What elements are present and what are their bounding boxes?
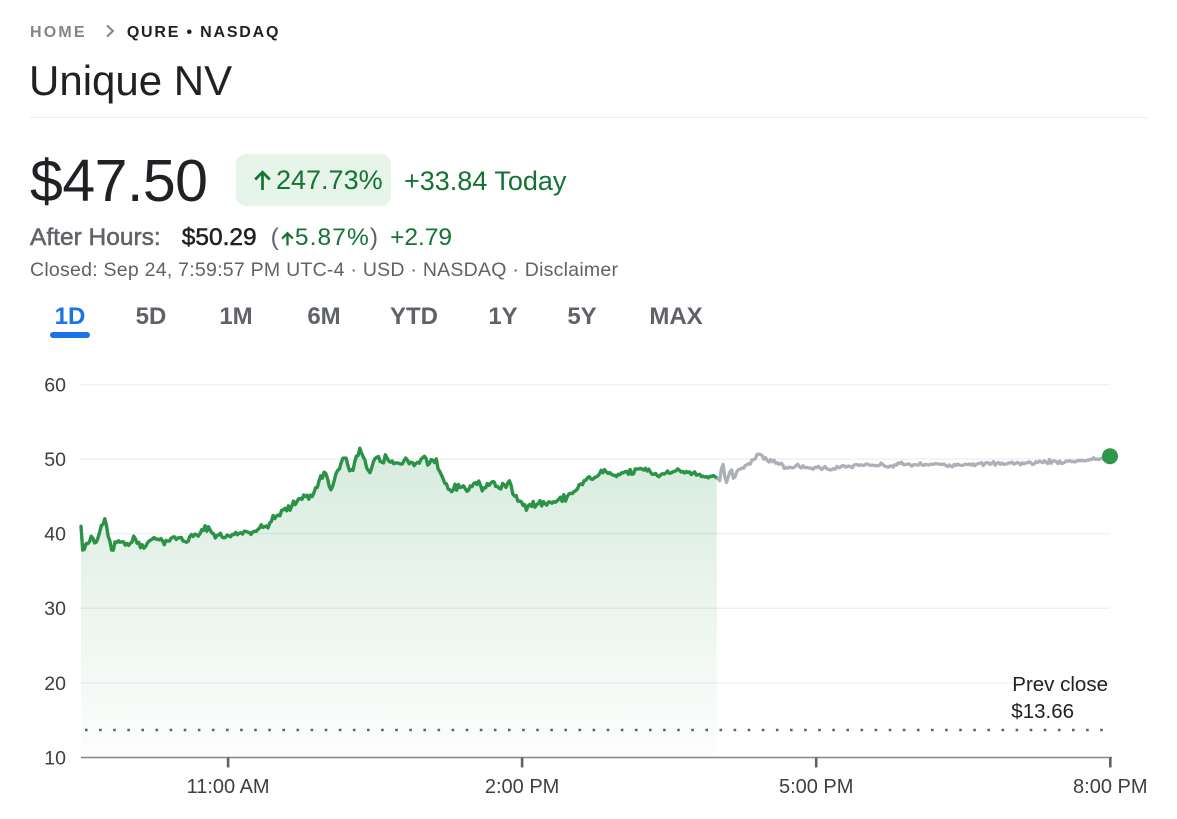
svg-text:10: 10 xyxy=(44,747,66,769)
svg-text:5:00 PM: 5:00 PM xyxy=(779,776,853,798)
svg-text:60: 60 xyxy=(44,375,66,397)
svg-text:11:00 AM: 11:00 AM xyxy=(187,776,270,798)
svg-text:50: 50 xyxy=(44,449,66,471)
svg-text:$13.66: $13.66 xyxy=(1011,700,1074,723)
svg-text:Prev close: Prev close xyxy=(1012,673,1108,696)
svg-text:40: 40 xyxy=(44,524,66,546)
svg-text:8:00 PM: 8:00 PM xyxy=(1073,776,1147,798)
svg-text:20: 20 xyxy=(44,673,66,695)
svg-text:2:00 PM: 2:00 PM xyxy=(485,776,559,798)
svg-text:30: 30 xyxy=(44,598,66,620)
